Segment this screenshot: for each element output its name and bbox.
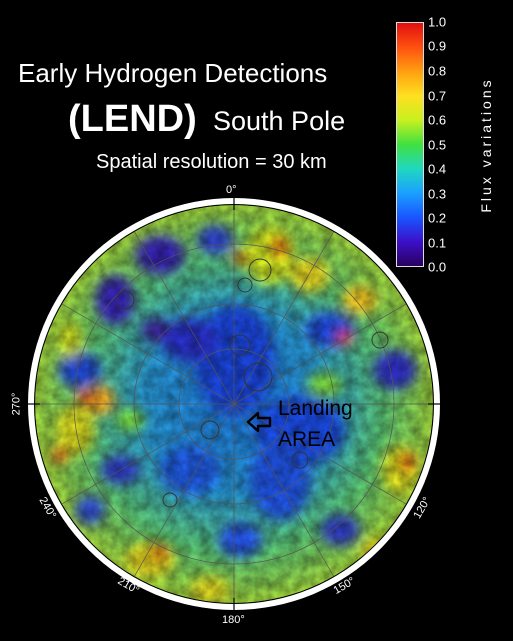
landing-annotation-line2: AREA — [278, 428, 336, 451]
colorbar-label: Flux variations — [478, 77, 494, 213]
colorbar-tick: 0.9 — [428, 38, 447, 54]
landing-arrow-icon — [246, 411, 272, 433]
colorbar-tick: 0.7 — [428, 88, 447, 104]
colorbar-tick: 0.8 — [428, 63, 447, 79]
lon-label-90: 90° — [438, 395, 451, 413]
colorbar-tick: 0.3 — [428, 186, 447, 202]
resolution-label: Spatial resolution = 30 km — [96, 151, 327, 173]
colorbar-tick: 1.0 — [428, 14, 447, 30]
colorbar-tick: 0.5 — [428, 137, 447, 153]
colorbar-tick: 0.4 — [428, 161, 447, 177]
region-label: South Pole — [213, 106, 346, 136]
colorbar — [396, 22, 424, 267]
colorbar-tick: 0.0 — [428, 259, 447, 275]
landing-annotation-line1: Landing — [278, 397, 353, 420]
map-title: Early Hydrogen Detections — [18, 58, 328, 88]
lon-label-180: 180° — [222, 614, 245, 626]
colorbar-tick: 0.6 — [428, 112, 447, 128]
lon-label-270: 270° — [10, 392, 23, 416]
colorbar-tick: 0.2 — [428, 210, 447, 226]
map-rim-ticks — [28, 198, 440, 610]
lon-label-0: 0° — [226, 184, 237, 196]
instrument-label: (LEND) — [68, 98, 197, 140]
hydrogen-flux-map — [35, 205, 433, 603]
colorbar-tick: 0.1 — [428, 235, 447, 251]
colorbar-gradient — [397, 23, 423, 266]
